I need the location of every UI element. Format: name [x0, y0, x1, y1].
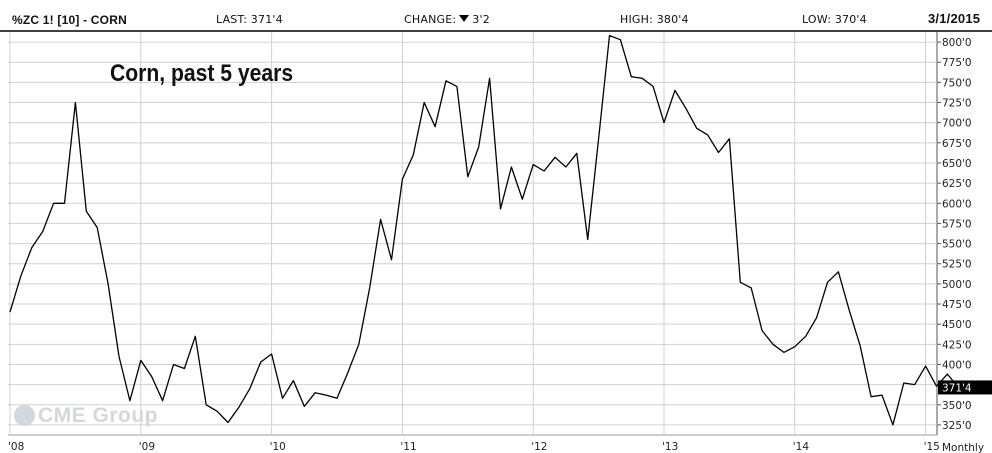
- y-tick-label: 575'0: [942, 218, 972, 230]
- x-tick-label: '14: [793, 441, 810, 453]
- y-tick-label: 775'0: [942, 57, 972, 69]
- x-tick-label: '12: [531, 441, 547, 453]
- y-tick-label: 550'0: [942, 239, 972, 251]
- cme-logo-icon: [14, 405, 35, 426]
- y-tick-label: 625'0: [942, 178, 972, 190]
- y-tick-label: 500'0: [942, 279, 972, 291]
- x-tick-label: '08: [8, 441, 24, 453]
- low-label: LOW: 370'4: [802, 13, 867, 26]
- period-label: Monthly: [942, 442, 984, 453]
- x-tick-label: '10: [270, 441, 286, 453]
- change-value: 3'2: [472, 13, 490, 26]
- watermark-text: CME Group: [38, 404, 158, 427]
- x-tick-label: '15: [924, 441, 940, 453]
- y-tick-label: 325'0: [942, 420, 972, 432]
- last-price-badge-label: 371'4: [942, 382, 972, 394]
- change-text: CHANGE:: [404, 13, 457, 26]
- last-price-badge: [938, 380, 992, 395]
- y-tick-label: 425'0: [942, 339, 972, 351]
- y-tick-label: 725'0: [942, 98, 972, 110]
- high-label: HIGH: 380'4: [620, 13, 689, 26]
- last-price-label: LAST: 371'4: [216, 13, 283, 26]
- change-label: CHANGE: 3'2: [404, 13, 490, 26]
- price-line: [9, 34, 959, 426]
- y-tick-label: 700'0: [942, 118, 972, 130]
- y-tick-label: 675'0: [942, 138, 972, 150]
- chart-title: Corn, past 5 years: [110, 60, 294, 87]
- cme-watermark: CME Group: [14, 404, 158, 428]
- symbol-label: %ZC 1! [10] - CORN: [12, 13, 127, 27]
- y-tick-label: 525'0: [942, 259, 972, 271]
- y-tick-label: 750'0: [942, 77, 972, 89]
- x-tick-label: '09: [139, 441, 155, 453]
- date-label: 3/1/2015: [928, 11, 981, 26]
- y-tick-label: 450'0: [942, 319, 972, 331]
- x-tick-label: '13: [662, 441, 678, 453]
- y-tick-label: 475'0: [942, 299, 972, 311]
- y-tick-label: 650'0: [942, 158, 972, 170]
- y-tick-label: 350'0: [942, 400, 972, 412]
- x-tick-label: '11: [400, 441, 416, 453]
- y-tick-label: 800'0: [942, 37, 972, 49]
- y-tick-label: 400'0: [942, 359, 972, 371]
- down-triangle-icon: [459, 15, 470, 22]
- y-tick-label: 600'0: [942, 198, 972, 210]
